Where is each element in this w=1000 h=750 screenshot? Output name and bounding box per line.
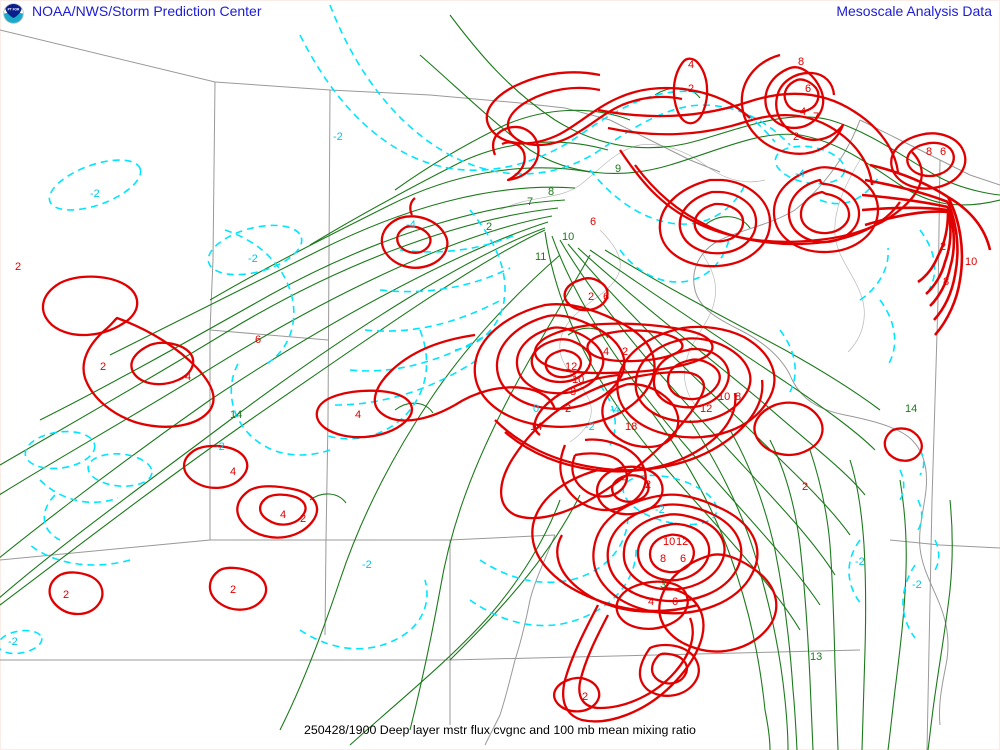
svg-text:14: 14 xyxy=(905,403,917,415)
svg-text:2: 2 xyxy=(100,361,106,373)
svg-text:12: 12 xyxy=(565,361,577,373)
svg-text:2: 2 xyxy=(645,479,651,491)
svg-text:4: 4 xyxy=(355,409,361,421)
svg-text:2: 2 xyxy=(486,221,492,233)
svg-text:8: 8 xyxy=(548,186,554,198)
svg-text:12: 12 xyxy=(676,536,688,548)
svg-text:10: 10 xyxy=(718,391,730,403)
svg-text:2: 2 xyxy=(565,403,571,415)
svg-text:-2: -2 xyxy=(90,188,100,200)
svg-text:4: 4 xyxy=(185,371,191,383)
svg-text:2: 2 xyxy=(793,131,799,143)
svg-text:6: 6 xyxy=(672,596,678,608)
svg-text:-4: -4 xyxy=(406,219,416,231)
svg-text:-2: -2 xyxy=(215,441,225,453)
svg-text:10: 10 xyxy=(965,256,977,268)
svg-text:9: 9 xyxy=(615,163,621,175)
svg-text:6: 6 xyxy=(805,83,811,95)
svg-text:2: 2 xyxy=(802,481,808,493)
svg-text:8: 8 xyxy=(943,276,949,288)
svg-text:6: 6 xyxy=(603,291,609,303)
svg-text:2: 2 xyxy=(63,589,69,601)
svg-text:4: 4 xyxy=(230,466,236,478)
svg-text:4: 4 xyxy=(800,106,806,118)
svg-text:6: 6 xyxy=(590,216,596,228)
svg-text:-2: -2 xyxy=(585,421,595,433)
svg-text:0: 0 xyxy=(533,403,539,415)
svg-text:4: 4 xyxy=(648,596,654,608)
svg-text:2: 2 xyxy=(588,291,594,303)
svg-text:12: 12 xyxy=(700,403,712,415)
svg-text:-2: -2 xyxy=(248,253,258,265)
svg-text:8: 8 xyxy=(735,391,741,403)
svg-text:2: 2 xyxy=(582,691,588,703)
svg-text:18: 18 xyxy=(625,421,637,433)
svg-text:2: 2 xyxy=(688,83,694,95)
svg-text:6: 6 xyxy=(940,146,946,158)
svg-text:10: 10 xyxy=(663,536,675,548)
svg-text:NOAA/NWS/Storm Prediction Cent: NOAA/NWS/Storm Prediction Center xyxy=(32,3,262,19)
svg-text:PT FOR: PT FOR xyxy=(8,7,20,11)
svg-text:10: 10 xyxy=(572,374,584,386)
svg-text:2: 2 xyxy=(940,241,946,253)
svg-text:Mesoscale Analysis Data: Mesoscale Analysis Data xyxy=(836,3,992,19)
svg-text:-4: -4 xyxy=(610,404,620,416)
svg-text:2: 2 xyxy=(230,584,236,596)
svg-text:4: 4 xyxy=(280,509,286,521)
svg-text:14: 14 xyxy=(230,409,242,421)
svg-text:2: 2 xyxy=(622,346,628,358)
svg-text:11: 11 xyxy=(535,251,546,263)
svg-text:-2: -2 xyxy=(8,636,18,648)
svg-text:3: 3 xyxy=(660,579,666,591)
svg-text:-2: -2 xyxy=(655,504,665,516)
svg-text:8: 8 xyxy=(660,553,666,565)
svg-text:13: 13 xyxy=(810,651,822,663)
svg-text:10: 10 xyxy=(562,231,574,243)
svg-text:-2: -2 xyxy=(855,556,865,568)
svg-text:7: 7 xyxy=(527,196,533,208)
svg-text:6: 6 xyxy=(680,553,686,565)
svg-text:4: 4 xyxy=(603,346,609,358)
svg-text:2: 2 xyxy=(300,513,306,525)
svg-text:250428/1900 Deep layer mstr fl: 250428/1900 Deep layer mstr flux cvgnc a… xyxy=(304,723,696,737)
svg-text:8: 8 xyxy=(570,386,576,398)
svg-text:-2: -2 xyxy=(333,131,343,143)
svg-text:7: 7 xyxy=(813,111,819,123)
svg-text:6: 6 xyxy=(255,334,261,346)
svg-text:4: 4 xyxy=(688,59,694,71)
svg-text:8: 8 xyxy=(798,56,804,68)
svg-text:-4: -4 xyxy=(795,168,805,180)
svg-text:2: 2 xyxy=(15,261,21,273)
svg-text:-2: -2 xyxy=(912,579,922,591)
svg-text:14: 14 xyxy=(530,421,542,433)
svg-text:4: 4 xyxy=(622,473,628,485)
svg-text:8: 8 xyxy=(926,146,932,158)
svg-text:-2: -2 xyxy=(362,559,372,571)
